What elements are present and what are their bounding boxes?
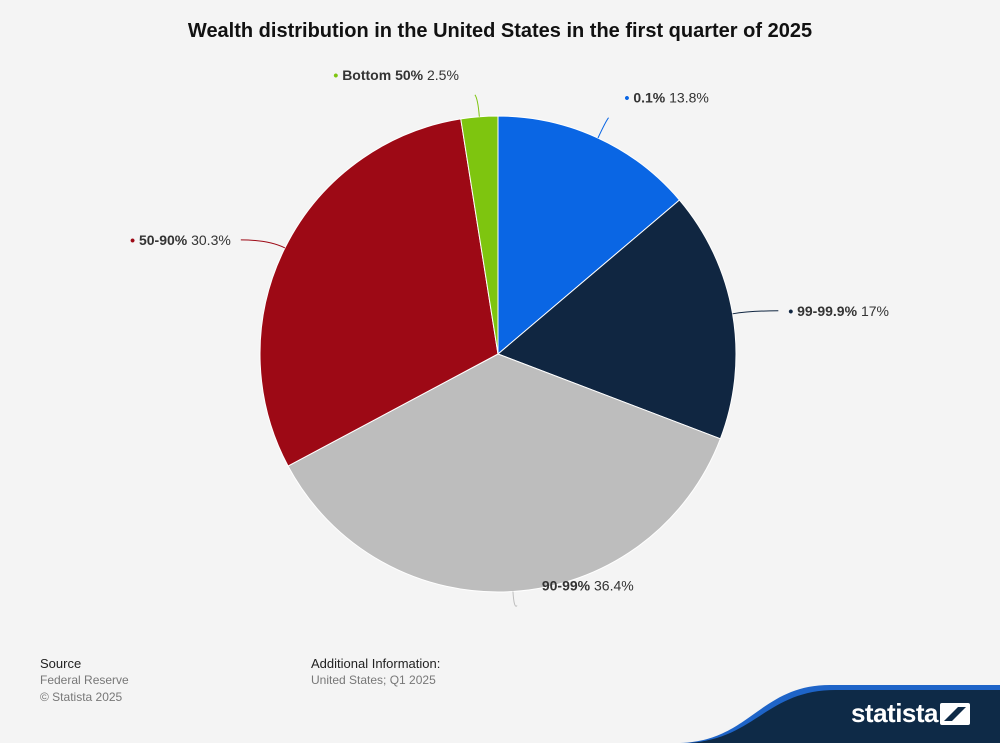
- connector-line: [474, 94, 480, 117]
- slice-label: • 0.1% 13.8%: [625, 90, 709, 106]
- connector-line: [240, 239, 286, 249]
- slice-labels: • 0.1% 13.8% • 99-99.9% 17% • 90-99% 36.4%…: [130, 67, 889, 594]
- statista-logo[interactable]: statista: [850, 698, 939, 728]
- pie-slice-0-1-[interactable]: [497, 115, 681, 356]
- slice-label: • 99-99.9% 17%: [788, 303, 889, 319]
- connector-line: [597, 117, 609, 139]
- pie-slice-90-99-[interactable]: [287, 353, 722, 593]
- slice-label: • 50-90% 30.3%: [130, 232, 231, 248]
- additional-info-text: United States; Q1 2025: [311, 673, 436, 687]
- additional-info-block: Additional Information: United States; Q…: [311, 655, 440, 689]
- brand-banner: [680, 685, 1000, 743]
- copyright: © Statista 2025: [40, 690, 123, 704]
- label-connectors: [240, 94, 779, 607]
- pie-slice-99-99-9-[interactable]: [497, 199, 737, 440]
- source-block: Source Federal Reserve © Statista 2025: [40, 655, 129, 706]
- source-heading: Source: [40, 656, 82, 671]
- additional-info-heading: Additional Information:: [311, 656, 441, 671]
- statista-logo-icon: [940, 703, 970, 725]
- slice-label: • Bottom 50% 2.5%: [333, 67, 459, 83]
- chart-title: Wealth distribution in the United States…: [187, 20, 813, 42]
- connector-line: [512, 591, 518, 607]
- connector-line: [732, 310, 779, 315]
- slice-label: • 90-99% 36.4%: [533, 577, 634, 593]
- pie-slices: [259, 115, 737, 593]
- source-name[interactable]: Federal Reserve: [40, 673, 129, 687]
